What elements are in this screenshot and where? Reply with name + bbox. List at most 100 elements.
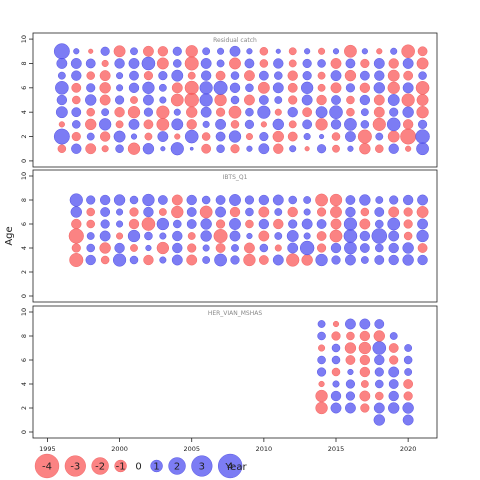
bubble — [185, 45, 198, 58]
bubble — [71, 218, 82, 230]
bubble — [332, 144, 340, 153]
bubble — [173, 219, 182, 229]
bubble — [85, 118, 97, 131]
bubble — [273, 58, 284, 69]
bubble — [71, 82, 82, 93]
bubble — [359, 94, 370, 106]
bubble — [244, 58, 255, 69]
legend-label: 2 — [174, 462, 180, 473]
bubble — [275, 48, 281, 54]
legend-label: 4 — [227, 462, 233, 473]
bubble — [346, 95, 355, 105]
legend-label: -2 — [95, 462, 105, 473]
bubble — [258, 143, 270, 155]
bubble — [388, 390, 399, 402]
bubble — [330, 82, 342, 94]
bubble — [402, 242, 414, 254]
bubble — [116, 232, 124, 240]
bubble — [373, 94, 385, 106]
bubble — [388, 402, 400, 414]
bubble — [402, 106, 414, 118]
bubble — [388, 242, 399, 254]
bubble — [358, 341, 371, 355]
bubble — [257, 105, 271, 119]
bubble — [141, 56, 156, 71]
x-tick-label: 2005 — [183, 445, 200, 453]
bubble — [244, 94, 255, 106]
bubble — [115, 144, 124, 153]
y-tick-label: 8 — [20, 198, 28, 202]
bubble — [359, 330, 370, 342]
bubble — [347, 145, 354, 152]
bubble — [157, 46, 168, 57]
bubble — [373, 414, 385, 426]
y-tick-label: 0 — [20, 159, 28, 163]
bubble — [317, 144, 327, 154]
bubble — [200, 218, 212, 230]
bubble — [143, 107, 153, 117]
bubble — [114, 58, 125, 69]
bubble — [344, 342, 357, 354]
bubble — [100, 194, 111, 206]
bubble — [101, 145, 109, 153]
legend-label: 3 — [199, 462, 205, 473]
bubble — [375, 219, 384, 229]
bubble — [171, 254, 183, 266]
bubble — [259, 47, 269, 56]
bubble — [331, 355, 341, 365]
bubble — [245, 83, 254, 93]
y-tick-label: 2 — [20, 270, 28, 274]
bubble — [100, 219, 110, 229]
bubble — [272, 130, 284, 143]
bubble — [288, 47, 297, 56]
bubble — [158, 71, 168, 81]
bubble — [100, 46, 110, 56]
bubble — [170, 93, 184, 107]
bubble — [128, 58, 140, 69]
bubble — [286, 253, 300, 267]
bubble — [171, 205, 184, 219]
bubble — [286, 230, 299, 242]
bubble — [330, 58, 342, 69]
bubble — [317, 355, 326, 365]
bubble — [359, 230, 370, 242]
bubble — [101, 59, 109, 67]
bubble — [401, 44, 415, 59]
bubble — [416, 106, 429, 119]
bubble — [301, 254, 313, 266]
bubble — [72, 95, 81, 105]
panels: 0 2 4 6 8 10 Residual catch 0 2 4 6 8 10 IBTS_Q1 0 2 4 6 8… — [20, 32, 438, 453]
bubble — [201, 70, 212, 81]
y-tick-label: 8 — [20, 61, 28, 65]
y-tick-label: 10 — [20, 35, 28, 43]
bubble — [315, 106, 328, 119]
bubble — [345, 379, 355, 389]
bubble — [287, 70, 298, 81]
bubble — [230, 255, 240, 265]
panel-frame — [32, 305, 438, 439]
bubble — [143, 94, 154, 106]
bubble — [70, 206, 82, 218]
bubble — [86, 107, 95, 117]
x-tick-label: 2010 — [256, 445, 273, 453]
bubble — [360, 243, 370, 253]
bubble — [374, 319, 385, 329]
bubble — [244, 119, 254, 129]
bubble — [375, 391, 384, 401]
bubble — [86, 195, 96, 205]
bubble — [344, 44, 357, 58]
bubble — [287, 242, 299, 254]
bubble — [387, 130, 400, 143]
bubble — [56, 58, 68, 69]
bubble — [68, 228, 84, 244]
legend-bubble — [191, 455, 213, 477]
bubble — [189, 146, 194, 151]
bubble — [315, 401, 328, 415]
y-tick-label: 4 — [20, 246, 28, 250]
bubble — [374, 70, 385, 81]
bubble — [360, 70, 370, 81]
bubble — [184, 129, 199, 144]
bubble — [402, 254, 414, 266]
bubble — [359, 82, 370, 93]
